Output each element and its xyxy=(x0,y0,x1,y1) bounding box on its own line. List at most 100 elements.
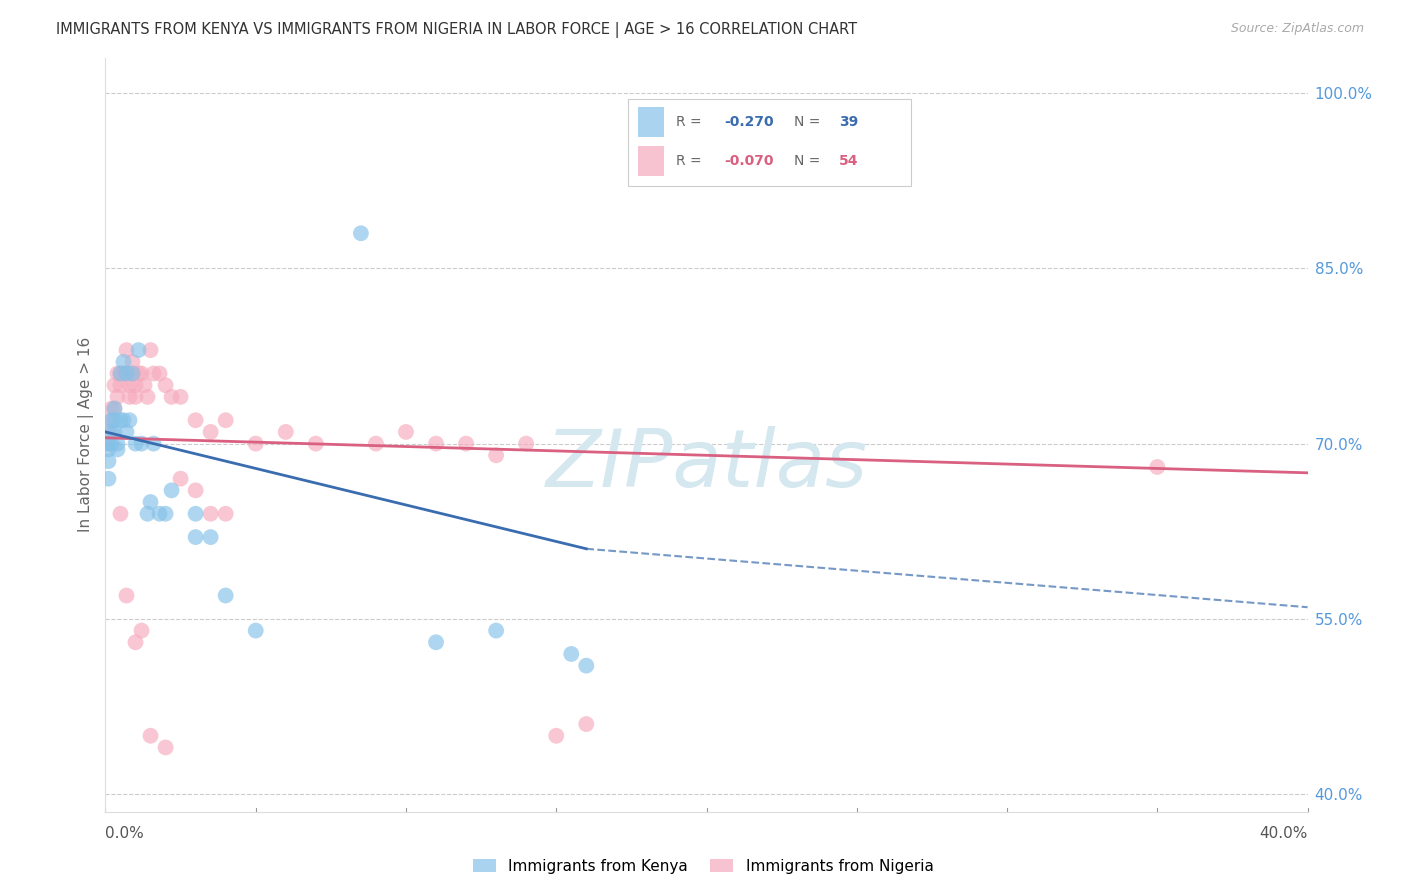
FancyBboxPatch shape xyxy=(638,107,665,137)
Point xyxy=(131,624,153,638)
Point xyxy=(1146,460,1168,475)
Point xyxy=(364,436,387,450)
Point xyxy=(115,343,138,358)
Text: R =: R = xyxy=(676,115,706,129)
Point xyxy=(112,413,135,427)
Text: 39: 39 xyxy=(839,115,858,129)
Text: 0.0%: 0.0% xyxy=(105,826,145,841)
Point xyxy=(103,425,125,439)
Point xyxy=(425,436,447,450)
Text: 40.0%: 40.0% xyxy=(1260,826,1308,841)
Legend: Immigrants from Kenya, Immigrants from Nigeria: Immigrants from Kenya, Immigrants from N… xyxy=(467,853,939,880)
Point xyxy=(107,436,129,450)
Point xyxy=(136,390,159,404)
Point xyxy=(124,390,146,404)
Point xyxy=(97,442,120,457)
Point xyxy=(425,635,447,649)
Point xyxy=(575,658,598,673)
Point xyxy=(139,495,162,509)
Point xyxy=(115,367,138,381)
Text: N =: N = xyxy=(794,154,825,169)
Point xyxy=(107,442,129,457)
Point xyxy=(395,425,418,439)
Point xyxy=(155,378,177,392)
Text: 54: 54 xyxy=(839,154,858,169)
Point xyxy=(184,530,207,544)
Point xyxy=(100,425,122,439)
FancyBboxPatch shape xyxy=(628,99,911,186)
Point xyxy=(139,729,162,743)
Point xyxy=(115,589,138,603)
Point xyxy=(100,413,122,427)
Y-axis label: In Labor Force | Age > 16: In Labor Force | Age > 16 xyxy=(79,337,94,533)
Point xyxy=(200,530,222,544)
Point xyxy=(118,413,141,427)
Point xyxy=(124,436,146,450)
Point xyxy=(121,355,143,369)
Point xyxy=(124,378,146,392)
Point xyxy=(142,367,165,381)
Point xyxy=(100,401,122,416)
Point xyxy=(103,401,125,416)
Point xyxy=(214,589,236,603)
Point xyxy=(97,436,120,450)
Point xyxy=(575,717,598,731)
Point xyxy=(485,624,508,638)
Point xyxy=(245,436,267,450)
Point xyxy=(560,647,582,661)
Point xyxy=(214,507,236,521)
Point xyxy=(200,507,222,521)
Point xyxy=(118,390,141,404)
Point xyxy=(110,378,132,392)
Point xyxy=(110,367,132,381)
Text: -0.070: -0.070 xyxy=(724,154,775,169)
Point xyxy=(155,740,177,755)
Point xyxy=(546,729,568,743)
Point xyxy=(103,378,125,392)
Point xyxy=(245,624,267,638)
Point xyxy=(112,367,135,381)
Point xyxy=(305,436,328,450)
Point xyxy=(97,454,120,468)
Point xyxy=(97,436,120,450)
Point xyxy=(454,436,477,450)
Text: Source: ZipAtlas.com: Source: ZipAtlas.com xyxy=(1230,22,1364,36)
Point xyxy=(155,507,177,521)
Point xyxy=(121,367,143,381)
Point xyxy=(169,472,191,486)
Point xyxy=(184,483,207,498)
Point xyxy=(148,507,170,521)
Point xyxy=(107,367,129,381)
Point xyxy=(115,367,138,381)
Point xyxy=(110,413,132,427)
Point xyxy=(350,227,373,241)
Point xyxy=(200,425,222,439)
Point xyxy=(121,367,143,381)
Point xyxy=(100,436,122,450)
Text: IMMIGRANTS FROM KENYA VS IMMIGRANTS FROM NIGERIA IN LABOR FORCE | AGE > 16 CORRE: IMMIGRANTS FROM KENYA VS IMMIGRANTS FROM… xyxy=(56,22,858,38)
Point xyxy=(136,507,159,521)
Point xyxy=(110,367,132,381)
Point xyxy=(128,367,150,381)
Text: -0.270: -0.270 xyxy=(724,115,775,129)
Point xyxy=(169,390,191,404)
Point xyxy=(214,413,236,427)
Point xyxy=(274,425,297,439)
Point xyxy=(103,401,125,416)
Text: ZIPatlas: ZIPatlas xyxy=(546,426,868,504)
Text: N =: N = xyxy=(794,115,825,129)
Point xyxy=(128,343,150,358)
Point xyxy=(124,635,146,649)
Point xyxy=(118,378,141,392)
Point xyxy=(139,343,162,358)
Point xyxy=(160,483,183,498)
Point xyxy=(515,436,537,450)
Point xyxy=(160,390,183,404)
Point xyxy=(100,413,122,427)
Point xyxy=(97,472,120,486)
Point xyxy=(112,355,135,369)
Text: R =: R = xyxy=(676,154,706,169)
Point xyxy=(134,378,156,392)
Point xyxy=(142,436,165,450)
Point xyxy=(184,507,207,521)
